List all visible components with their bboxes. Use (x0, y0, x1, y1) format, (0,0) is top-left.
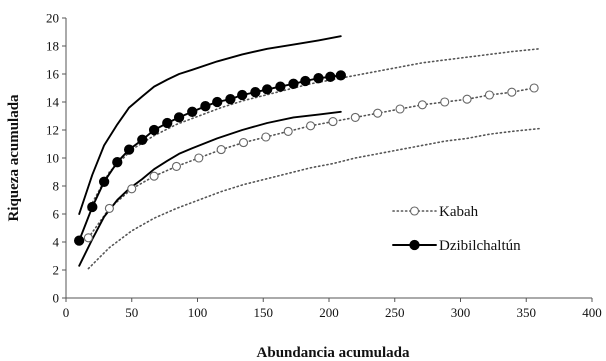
x-axis-title: Abundancia acumulada (257, 345, 410, 361)
curves-layer (78, 35, 541, 270)
x-tick-label: 0 (63, 305, 70, 320)
legend-label: Kabah (439, 204, 479, 220)
series-line-5 (78, 110, 342, 267)
series-0-point (261, 132, 271, 142)
series-0-point (238, 138, 249, 148)
y-tick-label: 18 (46, 39, 59, 54)
legend-marker-1 (409, 239, 420, 251)
x-tick-label: 50 (125, 305, 138, 320)
series-line-2 (87, 127, 541, 270)
series-3-point (335, 70, 346, 81)
markers-layer (74, 70, 539, 246)
y-tick-label: 20 (46, 11, 59, 26)
series-3-point (262, 84, 273, 95)
series-3-point (98, 176, 110, 187)
series-0-point (194, 153, 204, 163)
series-3-point (112, 157, 123, 168)
series-3-point (250, 87, 261, 98)
series-0-point (83, 233, 93, 243)
series-0-point (395, 104, 405, 114)
x-tick-label: 200 (319, 305, 339, 320)
series-3-point (123, 144, 135, 155)
y-tick-label: 12 (46, 123, 59, 138)
series-3-point (87, 201, 98, 213)
y-tick-label: 2 (53, 263, 60, 278)
legend: Kabah Dzibilchaltún (392, 204, 521, 254)
series-0-point (283, 126, 293, 136)
series-0-point (440, 97, 450, 107)
x-tick-label: 300 (451, 305, 471, 320)
series-0-point (529, 83, 539, 93)
y-tick-label: 14 (46, 95, 60, 110)
legend-marker-0 (409, 206, 420, 216)
series-3-point (225, 94, 236, 105)
series-3-point (325, 71, 336, 82)
series-0-point (127, 184, 137, 194)
y-tick-label: 10 (46, 151, 59, 166)
series-line-1 (87, 47, 541, 211)
y-tick-label: 8 (53, 179, 60, 194)
series-0-point (350, 112, 360, 122)
series-3-point (313, 73, 324, 84)
x-tick-label: 350 (517, 305, 537, 320)
series-0-point (417, 100, 427, 110)
y-tick-label: 16 (46, 67, 60, 82)
series-0-point (149, 171, 159, 181)
x-tick-label: 100 (188, 305, 208, 320)
series-0-point (104, 203, 114, 213)
y-axis-title: Riqueza acumulada (6, 94, 22, 222)
series-0-point (462, 94, 472, 104)
series-line-4 (78, 35, 342, 215)
x-tick-label: 250 (385, 305, 405, 320)
series-3-point (137, 134, 148, 145)
series-3-point (212, 96, 223, 108)
series-3-point (300, 75, 311, 87)
series-0-point (507, 87, 517, 97)
series-0-point (306, 121, 316, 131)
series-0-point (484, 90, 494, 100)
series-3-point (187, 106, 198, 117)
series-3-point (74, 235, 85, 246)
legend-label: Dzibilchaltún (439, 238, 521, 254)
series-3-point (288, 78, 299, 89)
x-tick-label: 150 (254, 305, 274, 320)
series-3-point (173, 112, 185, 123)
series-0-point (171, 161, 182, 171)
x-tick-label: 400 (582, 305, 602, 320)
series-0-point (216, 145, 226, 155)
series-line-3 (78, 74, 342, 242)
series-3-point (162, 117, 173, 129)
series-3-point (148, 124, 160, 136)
series-3-point (237, 89, 248, 101)
y-tick-label: 4 (53, 235, 60, 250)
y-tick-label: 0 (53, 291, 60, 306)
series-0-point (328, 117, 338, 127)
y-tick-label: 6 (53, 207, 60, 222)
series-3-point (275, 81, 286, 92)
series-3-point (200, 101, 211, 112)
series-0-point (373, 108, 383, 118)
